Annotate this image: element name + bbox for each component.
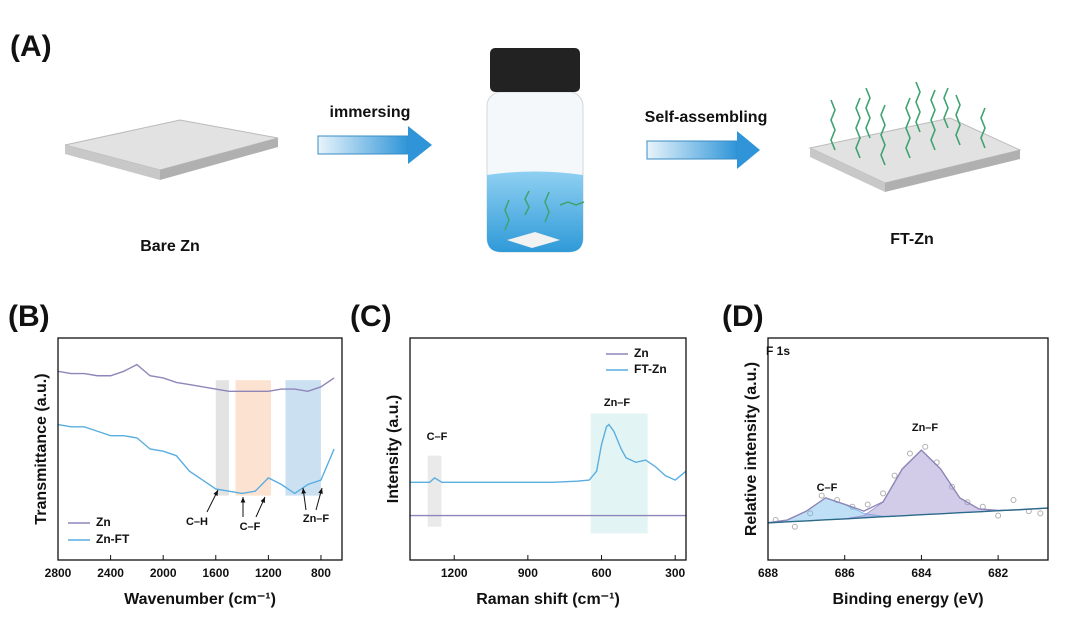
series-line	[767, 507, 1049, 524]
step-label: Self-assembling	[645, 109, 768, 126]
data-point	[864, 501, 871, 508]
bare-zn-plate	[64, 119, 279, 180]
panel-label: (B)	[8, 300, 50, 333]
x-tick-label: 686	[835, 566, 855, 580]
arrow-head	[318, 488, 323, 494]
data-point	[964, 499, 971, 506]
x-tick-label: 682	[988, 566, 1008, 580]
caption: FT-Zn	[890, 231, 934, 248]
x-tick-label: 1200	[255, 566, 282, 580]
data-point	[791, 523, 798, 530]
arrow	[646, 131, 760, 169]
data-point	[949, 483, 956, 490]
annotation: C–F	[817, 482, 838, 494]
data-point	[1037, 510, 1044, 517]
highlight-band	[235, 380, 271, 496]
legend-label: Zn	[634, 346, 649, 360]
arrow	[317, 126, 432, 164]
legend-label: FT-Zn	[634, 362, 667, 376]
series-line	[57, 423, 335, 495]
annotation: C–H	[186, 516, 208, 528]
highlight-band	[215, 380, 229, 496]
plot-frame	[57, 337, 343, 561]
series-line	[410, 423, 687, 483]
x-tick-label: 1600	[202, 566, 229, 580]
data-point	[995, 512, 1002, 519]
x-tick-label: 600	[592, 566, 612, 580]
panel-label: (D)	[722, 300, 764, 333]
x-tick-label: 684	[911, 566, 931, 580]
y-axis-label: Intensity (a.u.)	[385, 395, 402, 503]
arrow-head	[240, 497, 246, 503]
arrow-head	[260, 497, 265, 503]
y-axis-label: Transmittance (a.u.)	[33, 373, 50, 524]
data-point	[818, 492, 825, 499]
panel-label: (A)	[10, 30, 52, 63]
data-point	[834, 497, 841, 504]
x-axis-label: Binding energy (eV)	[832, 591, 983, 608]
arrow-head	[301, 488, 307, 494]
x-axis-label: Raman shift (cm⁻¹)	[476, 591, 620, 608]
x-tick-label: 2000	[150, 566, 177, 580]
series-line	[57, 363, 335, 392]
data-point	[1010, 497, 1017, 504]
annotation: Zn–F	[303, 513, 330, 525]
x-tick-label: 1200	[441, 566, 468, 580]
data-point	[922, 443, 929, 450]
x-tick-label: 300	[665, 566, 685, 580]
highlight-band	[590, 413, 648, 534]
annotation: F 1s	[766, 344, 790, 358]
vial	[486, 48, 585, 253]
x-tick-label: 900	[518, 566, 538, 580]
step-label: immersing	[330, 104, 411, 121]
highlight-band	[285, 380, 321, 496]
x-tick-label: 800	[311, 566, 331, 580]
panel-label: (C)	[350, 300, 392, 333]
data-point	[906, 450, 913, 457]
legend-label: Zn-FT	[96, 532, 130, 546]
plot-frame	[409, 337, 687, 561]
highlight-band	[427, 455, 442, 527]
caption: Bare Zn	[140, 238, 200, 255]
annotation: Zn–F	[604, 397, 631, 409]
data-point	[891, 472, 898, 479]
data-point	[880, 490, 887, 497]
x-axis-label: Wavenumber (cm⁻¹)	[124, 591, 276, 608]
ft-zn-plate	[808, 81, 1022, 192]
x-tick-label: 2400	[97, 566, 124, 580]
arrow-head	[213, 490, 218, 496]
x-tick-label: 2800	[45, 566, 72, 580]
annotation: C–F	[427, 431, 448, 443]
data-point	[807, 510, 814, 517]
y-axis-label: Relative intensity (a.u.)	[743, 362, 760, 536]
plot-frame	[767, 337, 1049, 561]
legend-label: Zn	[96, 515, 111, 529]
x-tick-label: 688	[758, 566, 778, 580]
annotation: C–F	[240, 521, 261, 533]
annotation: Zn–F	[912, 422, 939, 434]
